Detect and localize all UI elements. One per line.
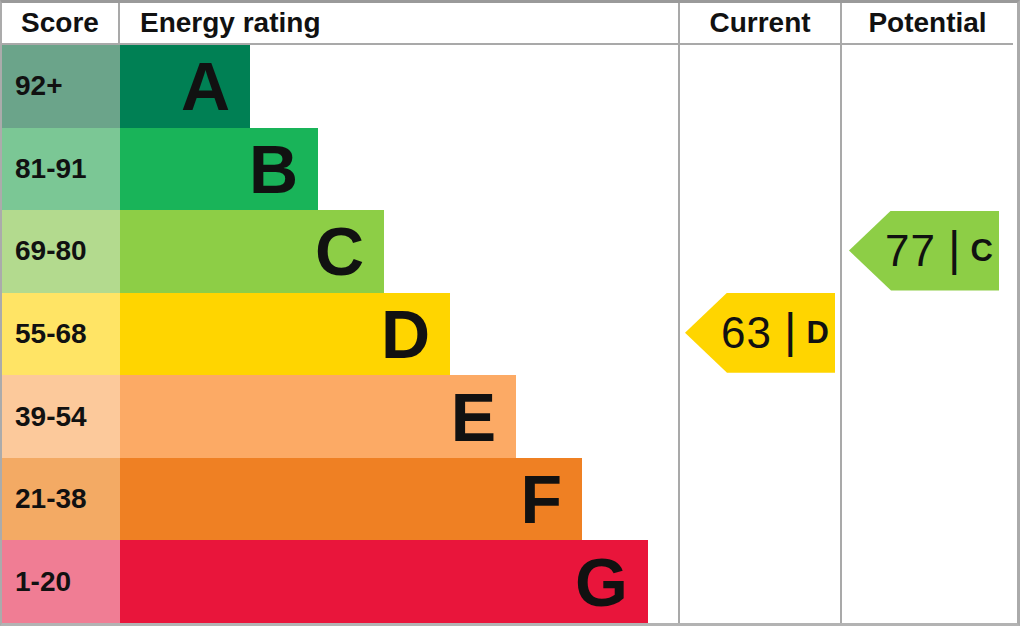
current-column: Current 63 | D [680, 3, 842, 623]
potential-column-body: 77 | C [842, 45, 1013, 623]
band-row-c: 69-80 C [2, 210, 678, 293]
score-range-label: 21-38 [2, 458, 120, 541]
band-letter: A [181, 52, 230, 120]
band-bar-g: G [120, 540, 648, 623]
band-bar-c: C [120, 210, 384, 293]
band-rows: 92+ A 81-91 B 69-80 C 55-68 D [2, 45, 678, 623]
score-range-label: 55-68 [2, 293, 120, 376]
epc-rating-chart: Score Energy rating 92+ A 81-91 B 69-80 … [0, 0, 1020, 626]
band-letter: G [575, 548, 628, 616]
energy-rating-column-header: Energy rating [120, 3, 678, 43]
band-row-d: 55-68 D [2, 293, 678, 376]
band-bar-a: A [120, 45, 250, 128]
rating-separator: | [948, 221, 960, 276]
score-range-label: 69-80 [2, 210, 120, 293]
potential-column-header: Potential [842, 3, 1013, 45]
score-range-label: 1-20 [2, 540, 120, 623]
score-range-label: 92+ [2, 45, 120, 128]
potential-rating-arrow: 77 | C [849, 211, 999, 291]
band-row-e: 39-54 E [2, 375, 678, 458]
band-letter: C [315, 217, 364, 285]
band-letter: F [520, 465, 562, 533]
current-rating-arrow: 63 | D [685, 293, 835, 373]
band-bar-b: B [120, 128, 318, 211]
band-bar-f: F [120, 458, 582, 541]
potential-column: Potential 77 | C [842, 3, 1013, 623]
current-rating-value: 63 [721, 308, 772, 358]
band-row-a: 92+ A [2, 45, 678, 128]
band-bar-e: E [120, 375, 516, 458]
band-row-g: 1-20 G [2, 540, 678, 623]
potential-rating-band: C [971, 233, 993, 269]
band-letter: D [381, 300, 430, 368]
band-row-f: 21-38 F [2, 458, 678, 541]
current-column-body: 63 | D [680, 45, 840, 623]
band-letter: B [249, 135, 298, 203]
score-column-header: Score [2, 3, 120, 43]
score-range-label: 81-91 [2, 128, 120, 211]
current-column-header: Current [680, 3, 840, 45]
potential-rating-value: 77 [885, 226, 936, 276]
band-letter: E [451, 383, 496, 451]
band-row-b: 81-91 B [2, 128, 678, 211]
rating-separator: | [784, 303, 796, 358]
table-header-row: Score Energy rating [2, 3, 678, 45]
current-rating-band: D [807, 315, 829, 351]
rating-scale-region: Score Energy rating 92+ A 81-91 B 69-80 … [2, 3, 680, 623]
band-bar-d: D [120, 293, 450, 376]
score-range-label: 39-54 [2, 375, 120, 458]
